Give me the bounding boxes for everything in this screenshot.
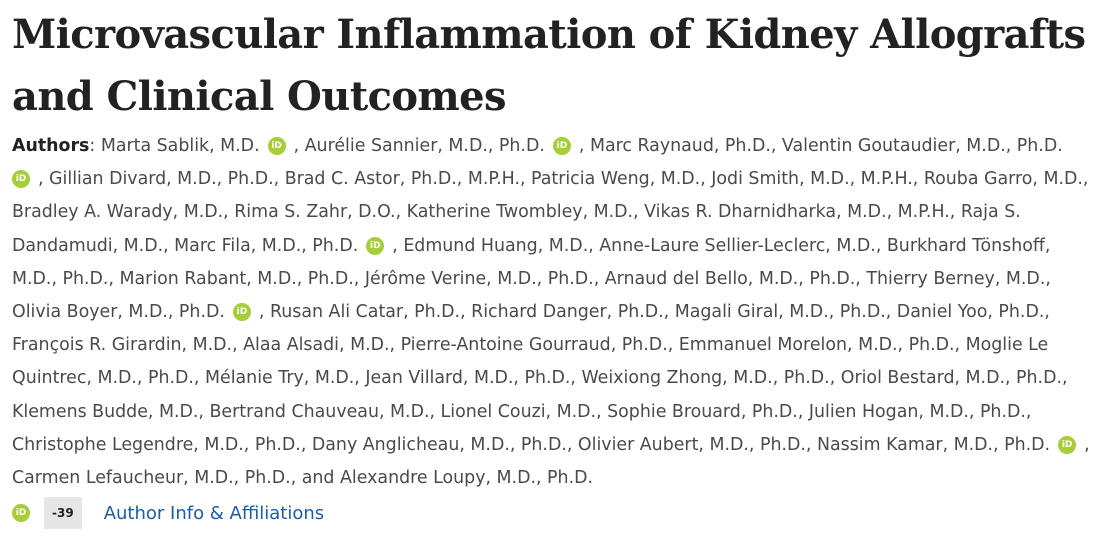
orcid-icon[interactable]: iD [366, 236, 385, 255]
author-footer-row: iD -39 Author Info & Affiliations [12, 495, 1094, 531]
article-title-line-2: and Clinical Outcomes [12, 73, 507, 120]
orcid-icon[interactable]: iD [267, 137, 286, 155]
authors-label: Authors [12, 136, 90, 156]
orcid-icon[interactable]: iD [552, 137, 571, 155]
article-title: Microvascular Inflammation of Kidney All… [12, 4, 1094, 128]
author-text-segment[interactable]: , Gillian Divard, M.D., Ph.D., Brad C. A… [12, 169, 1089, 256]
author-text-segment[interactable]: , Edmund Huang, M.D., Anne-Laure Sellier… [12, 235, 1051, 323]
author-text-segment[interactable]: , Aurélie Sannier, M.D., Ph.D. [293, 136, 545, 156]
author-text-segment[interactable]: , Marc Raynaud, Ph.D., Valentin Goutaudi… [578, 136, 1063, 156]
author-text-segment[interactable]: , Rusan Ali Catar, Ph.D., Richard Danger… [12, 302, 1068, 455]
author-list: Authors: Marta Sablik, M.D. iD , Aurélie S… [12, 130, 1094, 495]
orcid-icon[interactable]: iD [232, 303, 251, 322]
author-text-segment[interactable]: Marta Sablik, M.D. [100, 136, 260, 156]
orcid-icon[interactable]: iD [12, 170, 30, 189]
authors-label-separator: : [89, 136, 101, 156]
author-text-segment[interactable]: , Carmen Lefaucheur, M.D., Ph.D., and Al… [12, 434, 1090, 489]
article-title-line-1: Microvascular Inflammation of Kidney All… [12, 11, 1086, 58]
orcid-icon[interactable]: iD [1058, 435, 1077, 454]
author-info-affiliations-link[interactable]: Author Info & Affiliations [103, 502, 325, 524]
article-header: Microvascular Inflammation of Kidney All… [12, 4, 1094, 531]
orcid-icon[interactable]: iD [12, 504, 30, 523]
author-count-badge[interactable]: -39 [44, 497, 82, 530]
